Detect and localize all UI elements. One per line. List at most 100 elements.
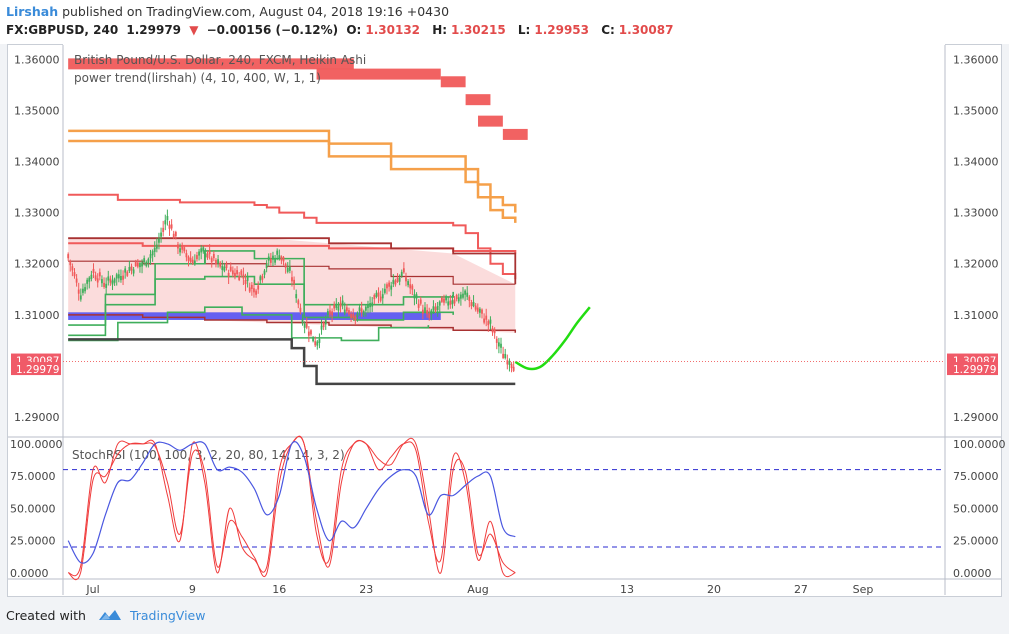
candle-body [112,280,114,284]
candle-body [80,295,82,299]
candle-body [338,306,340,310]
resistance-block [478,116,503,127]
candle-body [128,267,130,271]
candle-body [490,320,492,324]
candle-body [181,246,183,250]
price-tag-right-label: 1.29979 [953,364,996,376]
candle-body [500,344,502,348]
candle-body [359,307,361,311]
candle-body [247,277,249,281]
candle-body [471,302,473,306]
x-tick-label: 9 [189,583,196,596]
candle-body [378,292,380,296]
candle-body [116,274,118,278]
candle-body [274,259,276,263]
candle-body [276,251,278,255]
candle-body [278,255,280,259]
candle-body [198,251,200,255]
candle-body [308,332,310,336]
candle-body [169,225,171,229]
candle-body [160,233,162,237]
candle-body [97,278,99,282]
candle-body [147,259,149,263]
candle-body [124,268,126,272]
price-tag-left-label: 1.29979 [16,364,59,376]
candle-body [194,261,196,265]
y-tick-label-right: 1.36000 [953,53,999,66]
x-tick-label: Jul [85,583,99,596]
candle-body [122,276,124,280]
candle-body [430,310,432,314]
candle-body [190,258,192,262]
candle-body [107,276,109,280]
candle-body [312,337,314,341]
candle-body [90,275,92,279]
candle-body [449,301,451,305]
candle-body [118,274,120,278]
candle-body [200,248,202,252]
candle-body [183,247,185,251]
candle-body [323,323,325,327]
candle-body [319,339,321,343]
y-tick-label-right: 1.31000 [953,309,999,322]
candle-body [164,220,166,224]
candle-body [380,297,382,301]
candle-body [392,280,394,284]
candle-body [363,311,365,315]
candle-body [443,299,445,303]
y-tick-label-right: 1.35000 [953,104,999,117]
candle-body [437,306,439,310]
candle-body [325,320,327,324]
candle-body [418,304,420,308]
tradingview-brand-link[interactable]: TradingView [130,608,206,623]
candle-body [506,360,508,364]
candle-body [390,286,392,290]
candle-body [213,254,215,258]
candle-body [224,267,226,271]
candle-body [340,303,342,307]
candle-body [188,257,190,261]
stoch-y-tick-label-right: 0.0000 [953,567,992,580]
candle-body [145,262,147,266]
candle-body [141,262,143,266]
candle-body [348,310,350,314]
candle-body [82,289,84,293]
candle-body [131,266,133,270]
candle-body [76,279,78,283]
candle-body [114,279,116,283]
candle-body [306,324,308,328]
candle-body [230,267,232,271]
candle-body [95,275,97,279]
candle-body [283,257,285,261]
candle-body [352,314,354,318]
candle-body [270,259,272,263]
chart-canvas[interactable]: 1.36000 1.36000 1.35000 1.35000 1.34000 1.340… [0,0,1009,600]
candle-body [143,258,145,262]
candle-body [310,330,312,334]
x-tick-label: 13 [620,583,634,596]
stoch-y-tick-label-right: 25.0000 [953,535,999,548]
candle-body [69,261,71,265]
candle-body [78,290,80,294]
candle-body [202,247,204,251]
candle-body [185,253,187,257]
candle-body [297,300,299,304]
candle-body [243,275,245,279]
candle-body [350,314,352,318]
candle-body [103,283,105,287]
candle-body [234,273,236,277]
stoch-y-tick-label-left: 100.0000 [10,438,63,451]
candle-body [219,263,221,267]
candle-body [126,272,128,276]
stoch-y-tick-label-left: 25.0000 [10,535,56,548]
candle-body [367,304,369,308]
candle-body [382,294,384,298]
candle-body [346,307,348,311]
candle-body [257,285,259,289]
x-tick-label: 27 [794,583,808,596]
candle-body [439,301,441,305]
resistance-block [441,76,466,87]
candle-body [354,316,356,320]
y-tick-label-left: 1.32000 [14,258,60,271]
candle-body [211,258,213,262]
